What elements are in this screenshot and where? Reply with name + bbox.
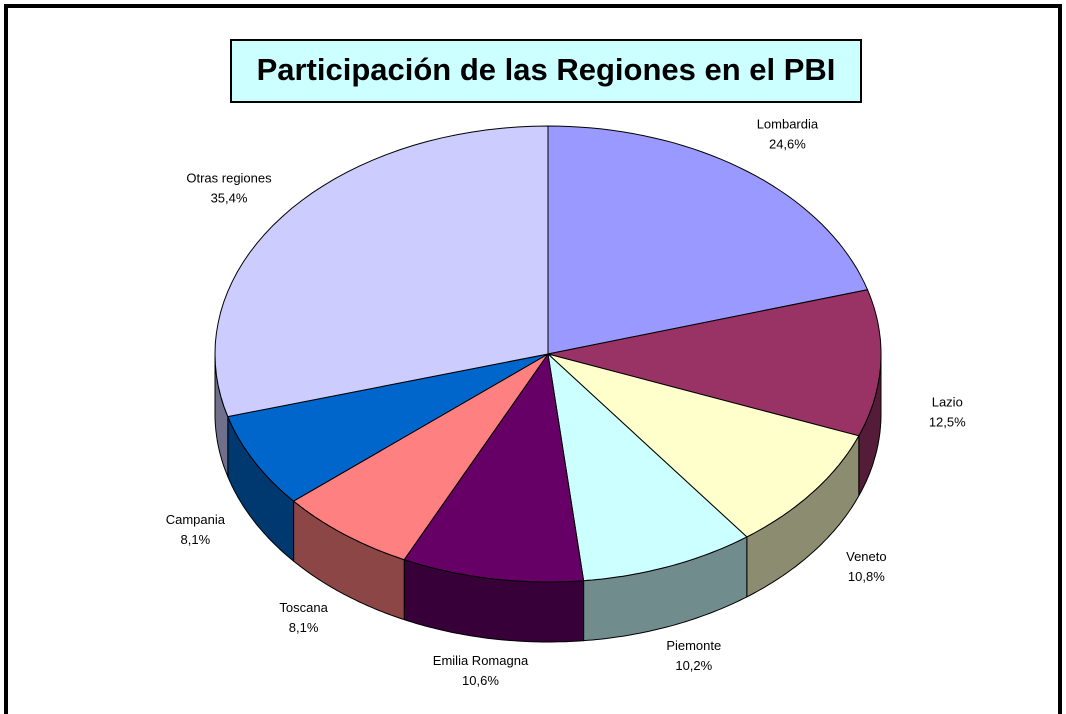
slice-value-label: 8,1% — [289, 620, 319, 635]
slice-label: Emilia Romagna — [433, 653, 529, 668]
slice-value-label: 10,6% — [462, 673, 499, 688]
slice-value-label: 12,5% — [929, 415, 966, 430]
slice-value-label: 8,1% — [181, 532, 211, 547]
title-box — [230, 39, 862, 103]
slice-label: Toscana — [279, 600, 328, 615]
slice-value-label: 35,4% — [211, 191, 248, 206]
chart-title: Participación de las Regiones en el PBI — [257, 52, 836, 87]
slice-label: Lazio — [932, 395, 963, 410]
slice-value-label: 10,8% — [848, 569, 885, 584]
slice — [292, 353, 549, 561]
slice — [547, 289, 882, 437]
slice-label: Otras regiones — [186, 171, 272, 186]
slice — [214, 125, 549, 418]
slice-label: Veneto — [846, 549, 887, 564]
slice — [547, 125, 869, 355]
slice — [547, 353, 860, 538]
slice-label: Campania — [166, 512, 226, 527]
slice — [547, 352, 748, 582]
slice-value-label: 10,2% — [675, 658, 712, 673]
slice — [403, 352, 585, 583]
slice-label: Lombardia — [757, 116, 819, 131]
slice-label: Piemonte — [666, 638, 721, 653]
slice — [227, 353, 549, 502]
slice-value-label: 24,6% — [769, 136, 806, 151]
